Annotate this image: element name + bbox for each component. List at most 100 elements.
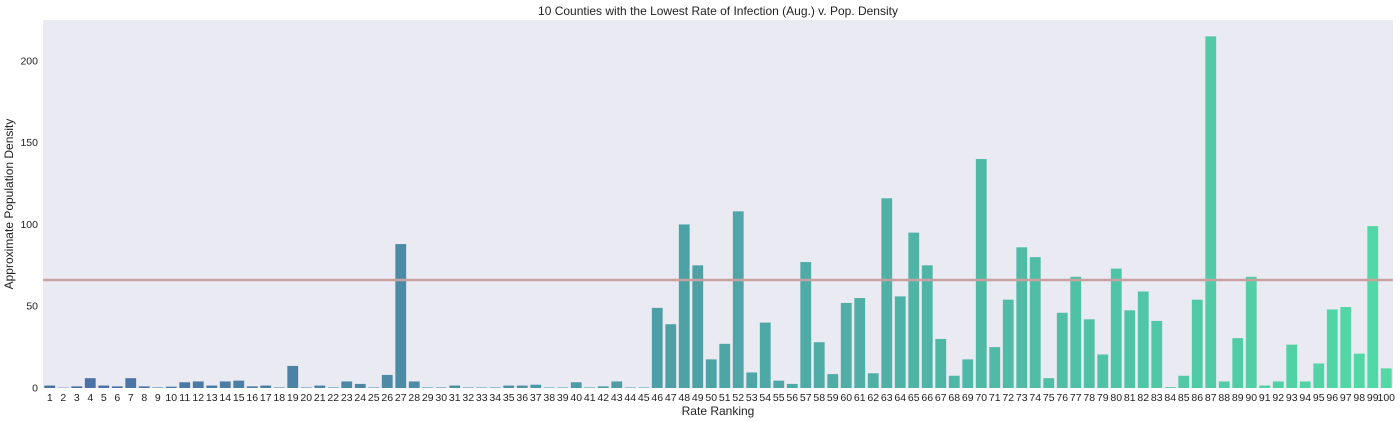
x-tick-label: 3 (74, 392, 80, 404)
bar-48 (678, 224, 690, 388)
bar-52 (732, 211, 744, 388)
x-tick-label: 68 (948, 392, 960, 404)
bar-82 (1137, 291, 1149, 388)
x-tick-label: 100 (1377, 392, 1395, 404)
bar-27 (395, 244, 407, 388)
x-tick-label: 76 (1056, 392, 1068, 404)
bar-96 (1326, 309, 1338, 388)
bar-42 (597, 386, 609, 388)
bar-23 (341, 381, 353, 388)
x-tick-label: 61 (854, 392, 866, 404)
bar-77 (1070, 276, 1082, 388)
x-tick-label: 85 (1178, 392, 1190, 404)
bar-56 (786, 383, 798, 388)
x-tick-label: 98 (1353, 392, 1365, 404)
x-tick-label: 49 (692, 392, 704, 404)
x-tick-label: 38 (543, 392, 555, 404)
x-tick-label: 23 (341, 392, 353, 404)
x-tick-label: 72 (1002, 392, 1014, 404)
x-tick-label: 12 (192, 392, 204, 404)
bar-53 (746, 372, 758, 388)
x-tick-label: 35 (503, 392, 515, 404)
x-tick-label: 42 (597, 392, 609, 404)
bar-89 (1232, 338, 1244, 388)
bar-92 (1272, 381, 1284, 388)
bar-97 (1340, 307, 1352, 388)
bar-37 (530, 384, 542, 388)
x-tick-label: 36 (516, 392, 528, 404)
x-tick-label: 51 (719, 392, 731, 404)
bars-layer (44, 36, 1392, 389)
bar-95 (1313, 363, 1325, 388)
x-tick-label: 27 (395, 392, 407, 404)
bar-69 (962, 359, 974, 388)
x-tick-label: 46 (651, 392, 663, 404)
x-tick-label: 24 (354, 392, 366, 404)
bar-99 (1367, 226, 1379, 388)
y-tick-label: 50 (26, 301, 38, 313)
bar-14 (219, 381, 231, 388)
bar-50 (705, 359, 717, 388)
bar-76 (1056, 312, 1068, 388)
x-tick-label: 82 (1137, 392, 1149, 404)
x-tick-label: 57 (800, 392, 812, 404)
bar-43 (611, 381, 623, 388)
x-tick-label: 83 (1151, 392, 1163, 404)
x-tick-label: 39 (557, 392, 569, 404)
x-tick-label: 2 (60, 392, 66, 404)
bar-72 (1002, 299, 1014, 388)
bar-90 (1245, 276, 1257, 388)
x-tick-label: 19 (287, 392, 299, 404)
bar-98 (1353, 353, 1365, 388)
bar-71 (989, 347, 1001, 388)
x-tick-label: 54 (759, 392, 771, 404)
bar-46 (651, 307, 663, 388)
bar-65 (908, 232, 920, 388)
x-tick-label: 99 (1367, 392, 1379, 404)
x-tick-label: 11 (179, 392, 190, 404)
bar-54 (759, 322, 771, 388)
bar-36 (516, 385, 528, 388)
bar-24 (354, 383, 366, 388)
x-tick-label: 70 (975, 392, 987, 404)
x-tick-label: 60 (840, 392, 852, 404)
x-tick-label: 21 (314, 392, 326, 404)
bar-26 (381, 374, 393, 388)
x-tick-label: 53 (746, 392, 758, 404)
bar-16 (246, 386, 258, 388)
x-tick-label: 8 (141, 392, 147, 404)
bar-60 (840, 302, 852, 388)
bar-7 (125, 378, 137, 388)
bar-94 (1299, 381, 1311, 388)
x-tick-label: 28 (408, 392, 420, 404)
x-tick-label: 55 (773, 392, 785, 404)
x-tick-label: 80 (1110, 392, 1122, 404)
bar-17 (260, 385, 272, 388)
x-tick-label: 93 (1286, 392, 1298, 404)
bar-79 (1097, 354, 1109, 388)
y-tick-label: 150 (20, 137, 38, 149)
bar-55 (773, 380, 785, 388)
x-tick-label: 52 (732, 392, 744, 404)
x-tick-label: 6 (114, 392, 120, 404)
x-tick-label: 89 (1232, 392, 1244, 404)
bar-63 (881, 198, 893, 388)
x-tick-label: 58 (813, 392, 825, 404)
bar-80 (1110, 268, 1122, 388)
x-tick-label: 32 (462, 392, 474, 404)
x-tick-label: 20 (300, 392, 312, 404)
bar-81 (1124, 310, 1136, 388)
bar-3 (71, 386, 83, 388)
bar-68 (948, 375, 960, 388)
x-tick-label: 26 (381, 392, 393, 404)
x-tick-label: 34 (489, 392, 501, 404)
x-tick-label: 31 (449, 392, 461, 404)
x-tick-label: 88 (1218, 392, 1230, 404)
x-tick-label: 74 (1029, 392, 1041, 404)
x-tick-label: 33 (476, 392, 488, 404)
bar-8 (138, 386, 150, 388)
bar-75 (1043, 378, 1055, 388)
x-tick-label: 30 (435, 392, 447, 404)
bar-57 (800, 262, 812, 388)
bar-74 (1029, 257, 1041, 388)
